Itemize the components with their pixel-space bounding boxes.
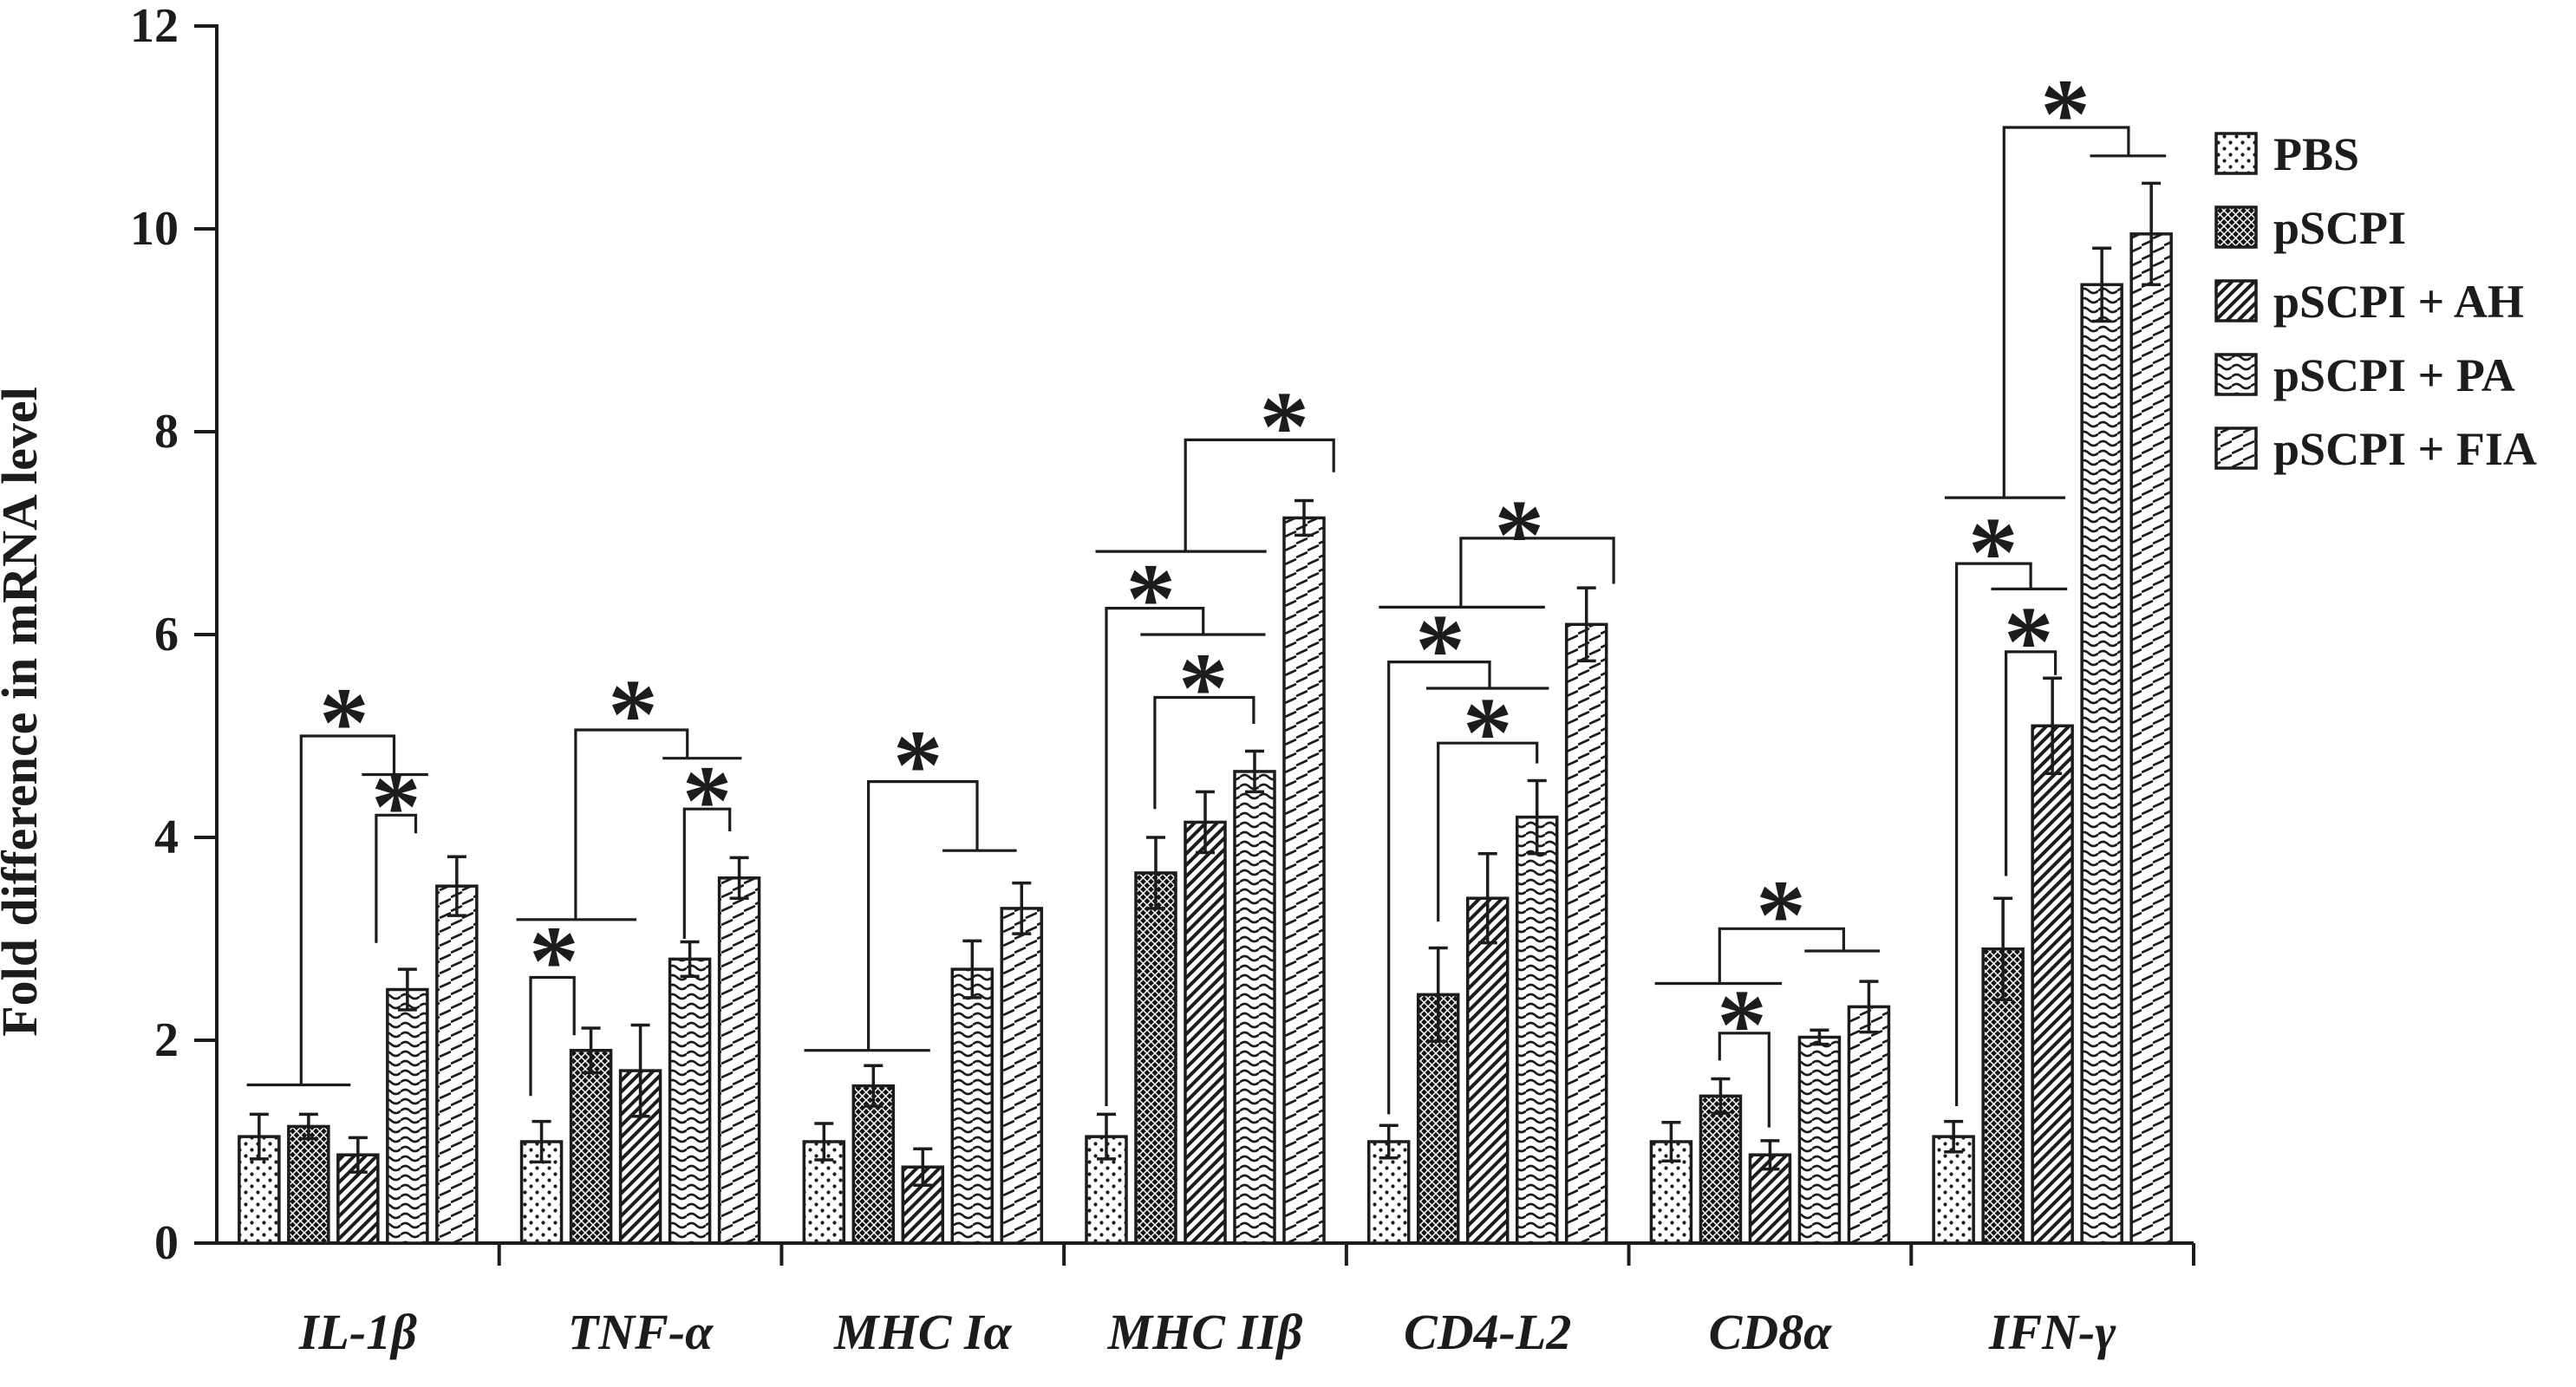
bar <box>851 1084 896 1245</box>
bar <box>435 884 479 1245</box>
y-tick-label: 8 <box>154 405 179 459</box>
legend: PBS pSCPI pSCPI + AH pSCPI + PA pSCPI + FIA <box>2214 128 2537 475</box>
bar <box>717 876 761 1245</box>
legend-swatch-dash <box>2214 427 2258 470</box>
y-tick-label: 2 <box>154 1013 179 1067</box>
sig-bracket <box>866 779 979 1051</box>
y-tick-label: 6 <box>154 608 179 661</box>
sig-asterisk: * <box>682 746 733 856</box>
sig-bracket <box>2005 650 2058 876</box>
bar <box>1515 815 1559 1245</box>
sig-bracket <box>2002 126 2130 498</box>
bar <box>1465 896 1510 1245</box>
bar <box>2031 724 2074 1245</box>
sig-bracket <box>682 807 732 939</box>
bars <box>238 232 2173 1245</box>
bar <box>668 957 712 1245</box>
sig-bracket <box>1955 562 2032 1106</box>
bar <box>2129 232 2173 1245</box>
bar <box>569 1048 613 1245</box>
bar <box>950 967 995 1245</box>
sig-asterisk: * <box>1178 633 1229 743</box>
sig-asterisk: * <box>371 752 421 862</box>
sig-bracket <box>1718 927 1845 984</box>
sig-asterisk: * <box>1126 544 1177 654</box>
bar <box>1847 1005 1891 1245</box>
sig-bracket <box>1387 660 1491 1115</box>
bar <box>386 987 429 1245</box>
bar <box>1932 1135 1975 1245</box>
sig-asterisk: * <box>1968 497 2018 607</box>
y-tick-label: 0 <box>154 1216 179 1270</box>
sig-bracket <box>375 813 418 943</box>
sig-asterisk: * <box>1415 595 1465 705</box>
bar <box>1233 770 1276 1245</box>
legend-swatch-dots <box>2214 132 2258 175</box>
sig-bracket <box>1718 1032 1771 1128</box>
sig-asterisk: * <box>1494 479 1544 589</box>
x-category-label: CD4-L2 <box>1404 1304 1571 1360</box>
sig-bracket <box>1459 537 1615 608</box>
bar <box>1184 820 1227 1245</box>
x-category-label: IFN-γ <box>1988 1304 2116 1360</box>
bar <box>1282 516 1326 1245</box>
bar <box>1000 907 1044 1245</box>
sig-asterisk: * <box>2040 59 2090 169</box>
legend-label: pSCPI + PA <box>2273 349 2515 401</box>
y-tick-label: 4 <box>154 811 179 864</box>
legend-swatch-dark <box>2214 205 2258 249</box>
sig-bracket <box>299 734 396 1085</box>
bar <box>1699 1094 1743 1245</box>
legend-label: PBS <box>2273 128 2359 180</box>
y-tick-label: 10 <box>130 202 179 256</box>
sig-asterisk: * <box>319 667 369 778</box>
x-category-label: TNF-α <box>568 1304 714 1360</box>
bar <box>2080 283 2123 1245</box>
legend-swatch-wavy <box>2214 353 2258 396</box>
x-category-label: IL-1β <box>298 1304 417 1360</box>
sig-bracket <box>574 728 689 920</box>
sig-asterisk: * <box>893 710 943 820</box>
y-tick-label: 12 <box>130 0 179 53</box>
sig-bracket <box>1437 741 1539 922</box>
bar <box>1797 1035 1842 1245</box>
legend-label: pSCPI + AH <box>2273 276 2524 328</box>
sig-asterisk: * <box>529 906 579 1016</box>
bar <box>1564 622 1608 1245</box>
sig-asterisk: * <box>608 660 658 770</box>
sig-asterisk: * <box>1463 678 1513 788</box>
legend-label: pSCPI + FIA <box>2273 423 2537 475</box>
sig-bracket <box>1105 606 1205 1106</box>
legend-swatch-diag <box>2214 279 2258 322</box>
sig-asterisk: * <box>1756 860 1806 970</box>
error-bars <box>249 181 2162 1188</box>
sig-bracket <box>529 975 576 1097</box>
sig-asterisk: * <box>1717 970 1767 1080</box>
sig-bracket <box>1184 438 1335 552</box>
bar <box>287 1124 330 1245</box>
x-category-label: CD8α <box>1709 1304 1833 1360</box>
x-category-label: MHC Iα <box>833 1304 1012 1360</box>
sig-asterisk: * <box>1259 371 1309 481</box>
sig-asterisk: * <box>2004 586 2054 696</box>
x-category-label: MHC IIβ <box>1107 1304 1303 1360</box>
bar <box>1134 871 1177 1245</box>
y-axis-label: Fold difference in mRNA level <box>0 387 48 1037</box>
legend-label: pSCPI <box>2273 202 2406 254</box>
significance-marks: ***** ************ <box>246 59 2167 1128</box>
sig-bracket <box>1153 695 1255 810</box>
